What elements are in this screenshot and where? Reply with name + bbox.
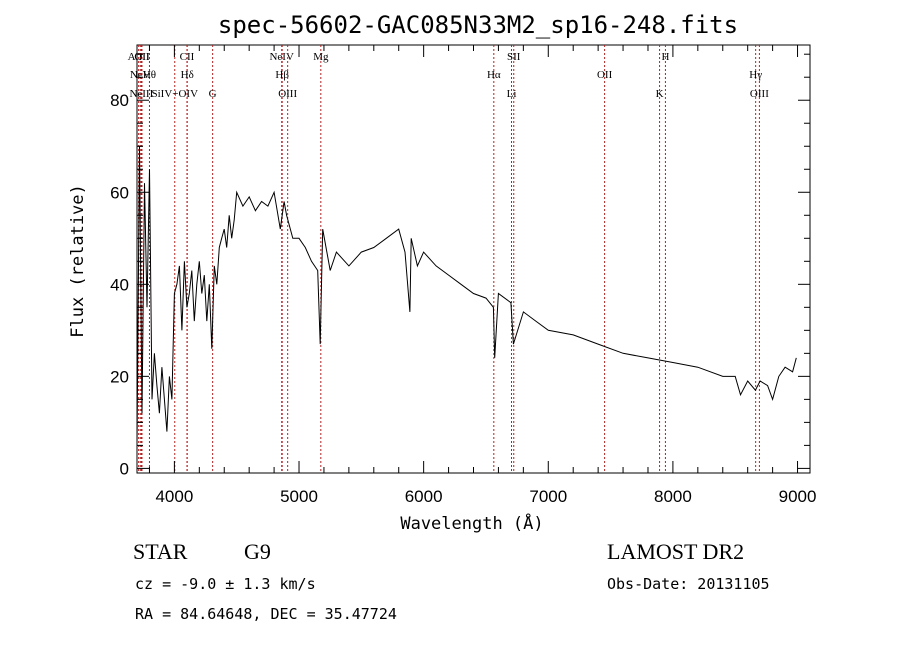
line-marker-label: G [209, 88, 217, 100]
line-marker-label: OII [134, 51, 150, 63]
x-tick-label: 7000 [529, 487, 567, 506]
line-marker-label: AlIII [128, 51, 150, 63]
x-tick-label: 4000 [155, 487, 193, 506]
line-marker-label: Hδ [181, 69, 194, 81]
line-marker-label: OII [597, 69, 613, 81]
x-tick-label: 5000 [280, 487, 318, 506]
line-marker-label: Mg [313, 51, 329, 63]
redshift-text: cz = -9.0 ± 1.3 km/s [135, 575, 316, 593]
coords-text: RA = 84.64648, DEC = 35.47724 [135, 605, 397, 623]
y-tick-label: 40 [110, 275, 129, 294]
survey-label: LAMOST DR2 [607, 539, 744, 564]
line-marker-label: Hβ [275, 69, 289, 81]
line-marker-label: SII [507, 51, 521, 63]
y-tick-label: 60 [110, 183, 129, 202]
plot-frame [136, 44, 811, 474]
obs-date-text: Obs-Date: 20131105 [607, 575, 770, 593]
line-marker-label: Li [507, 88, 517, 100]
x-tick-label: 9000 [779, 487, 817, 506]
line-marker-label: Hα [487, 69, 501, 81]
x-tick-label: 6000 [405, 487, 443, 506]
line-marker-label: H [661, 51, 669, 63]
x-tick-label: 8000 [654, 487, 692, 506]
line-marker-label: Hθ [143, 69, 156, 81]
class-label: STAR [133, 539, 188, 564]
subclass-label: G9 [244, 539, 271, 564]
x-axis-label: Wavelength (Å) [400, 512, 543, 534]
line-markers: AlIIINeVNeIIIOIIHθSiIV+OIVCIIHδGNeIVHβOI… [128, 45, 769, 473]
line-marker-label: Hγ [749, 69, 762, 81]
y-tick-label: 20 [110, 367, 129, 386]
y-tick-label: 0 [120, 459, 129, 478]
line-marker-label: K [656, 88, 664, 100]
y-axis-label: Flux (relative) [68, 184, 88, 338]
y-tick-label: 80 [110, 91, 129, 110]
line-marker-label: OIII [278, 88, 297, 100]
axis-ticks: 4000 5000 6000 7000 8000 9000 0 20 40 60 80 [110, 45, 816, 506]
spectrum-line [136, 146, 797, 446]
chart-title: spec-56602-GAC085N33M2_sp16-248.fits [218, 11, 738, 39]
line-marker-label: SiIV+OIV [151, 88, 198, 100]
line-marker-label: NeV [130, 69, 151, 81]
line-marker-label: OIII [750, 88, 769, 100]
